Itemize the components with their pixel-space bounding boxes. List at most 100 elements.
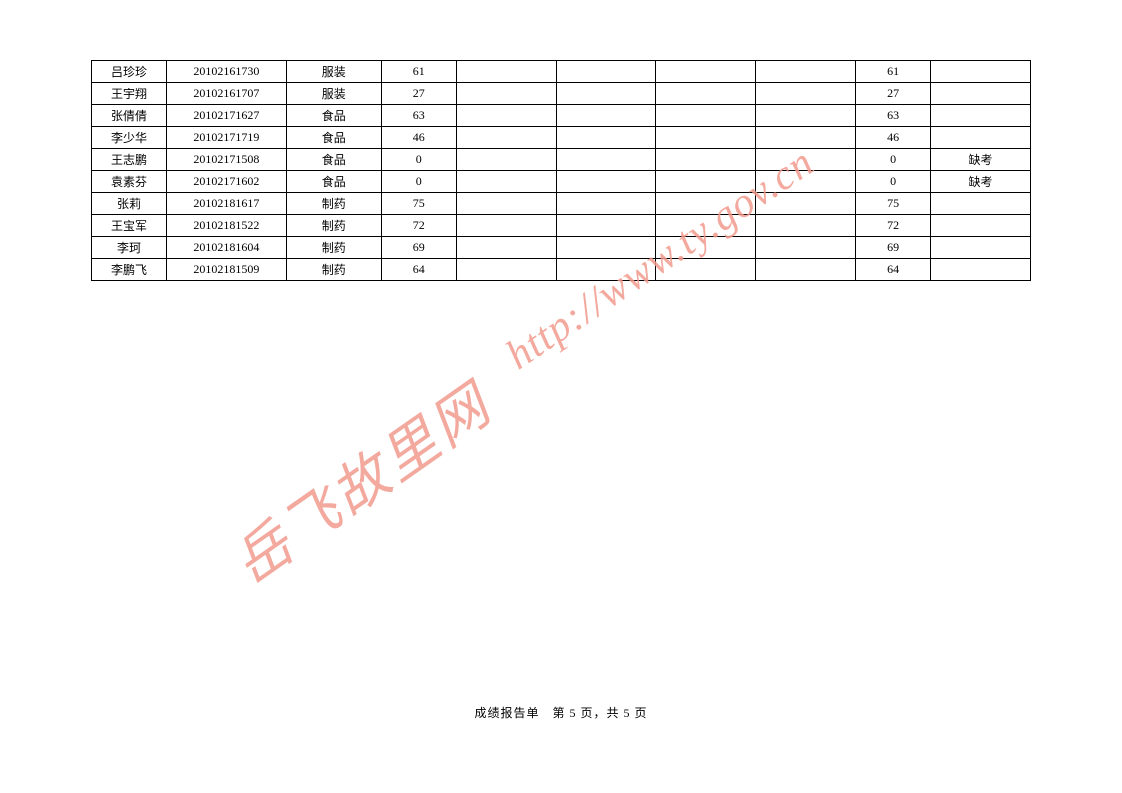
table-row: 李鹏飞 20102181509 制药 64 64 xyxy=(92,259,1031,281)
table-row: 李少华 20102171719 食品 46 46 xyxy=(92,127,1031,149)
cell-blank xyxy=(456,61,556,83)
cell-blank xyxy=(456,127,556,149)
cell-note: 缺考 xyxy=(931,149,1031,171)
cell-dept: 制药 xyxy=(286,193,381,215)
cell-score2: 0 xyxy=(856,149,931,171)
cell-score2: 75 xyxy=(856,193,931,215)
cell-blank xyxy=(656,193,756,215)
cell-blank xyxy=(456,105,556,127)
cell-blank xyxy=(456,193,556,215)
cell-name: 张倩倩 xyxy=(92,105,167,127)
cell-blank xyxy=(456,259,556,281)
cell-blank xyxy=(456,215,556,237)
cell-blank xyxy=(756,127,856,149)
cell-score1: 72 xyxy=(381,215,456,237)
cell-blank xyxy=(556,127,656,149)
cell-blank xyxy=(656,105,756,127)
cell-name: 王宇翔 xyxy=(92,83,167,105)
cell-score2: 64 xyxy=(856,259,931,281)
table-row: 王志鹏 20102171508 食品 0 0 缺考 xyxy=(92,149,1031,171)
table-row: 袁素芬 20102171602 食品 0 0 缺考 xyxy=(92,171,1031,193)
page-footer: 成绩报告单 第 5 页，共 5 页 xyxy=(0,704,1122,721)
cell-dept: 食品 xyxy=(286,149,381,171)
cell-name: 李少华 xyxy=(92,127,167,149)
cell-score1: 69 xyxy=(381,237,456,259)
cell-blank xyxy=(756,171,856,193)
cell-score2: 0 xyxy=(856,171,931,193)
cell-name: 李鹏飞 xyxy=(92,259,167,281)
cell-note xyxy=(931,127,1031,149)
cell-id: 20102171627 xyxy=(166,105,286,127)
cell-note xyxy=(931,237,1031,259)
cell-dept: 制药 xyxy=(286,215,381,237)
cell-blank xyxy=(456,237,556,259)
cell-dept: 食品 xyxy=(286,127,381,149)
cell-score1: 75 xyxy=(381,193,456,215)
table-body: 吕珍珍 20102161730 服装 61 61 王宇翔 20102161707… xyxy=(92,61,1031,281)
cell-score2: 69 xyxy=(856,237,931,259)
cell-dept: 食品 xyxy=(286,105,381,127)
cell-name: 吕珍珍 xyxy=(92,61,167,83)
cell-name: 李珂 xyxy=(92,237,167,259)
table-row: 王宇翔 20102161707 服装 27 27 xyxy=(92,83,1031,105)
cell-blank xyxy=(456,149,556,171)
cell-score1: 64 xyxy=(381,259,456,281)
cell-blank xyxy=(656,237,756,259)
cell-score1: 46 xyxy=(381,127,456,149)
page-container: http://www.ty.gov.cn 岳飞故里网 吕珍珍 201021617… xyxy=(0,0,1122,793)
cell-blank xyxy=(756,61,856,83)
cell-score1: 0 xyxy=(381,171,456,193)
cell-dept: 制药 xyxy=(286,237,381,259)
cell-blank xyxy=(756,237,856,259)
table-row: 张倩倩 20102171627 食品 63 63 xyxy=(92,105,1031,127)
table-row: 王宝军 20102181522 制药 72 72 xyxy=(92,215,1031,237)
cell-blank xyxy=(556,193,656,215)
cell-note xyxy=(931,193,1031,215)
cell-blank xyxy=(656,259,756,281)
cell-blank xyxy=(656,149,756,171)
cell-blank xyxy=(656,171,756,193)
score-table: 吕珍珍 20102161730 服装 61 61 王宇翔 20102161707… xyxy=(91,60,1031,281)
cell-id: 20102171508 xyxy=(166,149,286,171)
cell-score2: 46 xyxy=(856,127,931,149)
cell-blank xyxy=(556,83,656,105)
cell-blank xyxy=(656,83,756,105)
watermark-site-name: 岳飞故里网 xyxy=(214,361,506,599)
cell-blank xyxy=(456,171,556,193)
cell-note xyxy=(931,105,1031,127)
cell-blank xyxy=(656,127,756,149)
cell-note xyxy=(931,83,1031,105)
cell-note xyxy=(931,259,1031,281)
cell-note: 缺考 xyxy=(931,171,1031,193)
cell-score2: 61 xyxy=(856,61,931,83)
cell-id: 20102171719 xyxy=(166,127,286,149)
cell-blank xyxy=(556,105,656,127)
cell-score2: 27 xyxy=(856,83,931,105)
cell-name: 王宝军 xyxy=(92,215,167,237)
cell-dept: 服装 xyxy=(286,83,381,105)
cell-score1: 61 xyxy=(381,61,456,83)
cell-blank xyxy=(756,83,856,105)
table-row: 李珂 20102181604 制药 69 69 xyxy=(92,237,1031,259)
cell-blank xyxy=(456,83,556,105)
cell-id: 20102181604 xyxy=(166,237,286,259)
cell-note xyxy=(931,61,1031,83)
cell-score1: 27 xyxy=(381,83,456,105)
cell-blank xyxy=(756,105,856,127)
cell-id: 20102181509 xyxy=(166,259,286,281)
cell-name: 张莉 xyxy=(92,193,167,215)
cell-blank xyxy=(556,259,656,281)
table-row: 张莉 20102181617 制药 75 75 xyxy=(92,193,1031,215)
cell-dept: 食品 xyxy=(286,171,381,193)
cell-score1: 0 xyxy=(381,149,456,171)
cell-blank xyxy=(556,149,656,171)
cell-score2: 63 xyxy=(856,105,931,127)
cell-blank xyxy=(656,215,756,237)
cell-blank xyxy=(756,215,856,237)
cell-name: 袁素芬 xyxy=(92,171,167,193)
cell-blank xyxy=(556,61,656,83)
cell-note xyxy=(931,215,1031,237)
cell-id: 20102171602 xyxy=(166,171,286,193)
cell-id: 20102181522 xyxy=(166,215,286,237)
cell-score2: 72 xyxy=(856,215,931,237)
